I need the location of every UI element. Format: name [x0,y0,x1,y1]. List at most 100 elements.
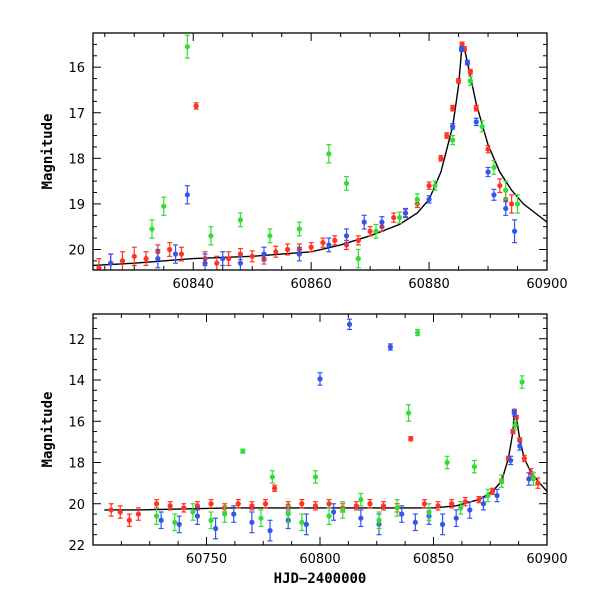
data-point [399,511,405,517]
data-point [415,329,421,336]
data-point [273,249,279,255]
series-2 [158,318,532,542]
data-point [237,217,244,223]
data-point [208,517,214,523]
data-point [108,507,114,513]
data-point [285,511,291,517]
data-point [449,501,455,507]
data-point [184,192,190,198]
data-point [149,226,155,232]
data-point [172,251,179,257]
data-point [480,501,487,507]
data-point [509,201,515,207]
data-point [332,237,338,243]
data-point [176,521,182,527]
data-point [194,513,201,519]
data-point [485,146,491,152]
data-point [181,505,187,511]
data-point [491,164,497,171]
data-point [535,480,541,486]
data-point [414,196,420,202]
data-point [153,501,160,507]
x-axis-title: HJD−2400000 [274,571,367,587]
data-point [296,251,302,257]
data-point [249,519,255,525]
model-curve [104,410,547,511]
data-point [326,501,332,507]
data-point [96,265,102,270]
data-point [467,78,473,84]
data-point [308,244,314,250]
y-tick-label: 18 [68,457,85,472]
data-point [202,260,208,266]
data-point [172,519,178,525]
data-point [299,519,305,525]
panel-1: 60840 60860 60880 60900 16 17 18 19 20 Magnitude [40,32,568,292]
data-point [408,436,414,442]
data-point [261,251,267,257]
data-point [272,485,278,491]
data-point [117,509,123,515]
data-point [439,521,446,527]
data-point [367,228,373,234]
data-point [222,511,228,517]
data-point [503,187,509,193]
x-tick-label: 60880 [408,277,449,292]
data-point [438,155,444,161]
y-tick-label: 17 [68,107,85,122]
data-point [458,46,465,52]
data-point [212,525,219,532]
data-point [249,253,255,259]
data-point [497,183,503,189]
data-point [489,488,496,494]
data-point [380,503,387,509]
data-point [258,515,264,521]
data-point [464,60,471,66]
data-point [530,476,536,482]
data-point [355,256,361,262]
panel-2: 60750 60800 60850 60900 12 14 16 18 20 22 Magnitud… [40,313,568,587]
data-point [296,226,302,232]
data-point [485,492,491,499]
series-2 [108,46,518,270]
y-axis-title: Magnitude [40,114,56,190]
data-point [479,123,485,130]
data-point [161,203,167,209]
data-point [237,251,244,257]
data-point [340,507,346,513]
data-point [208,501,214,507]
data-point [514,201,521,207]
data-point [249,503,255,509]
data-point [158,517,164,523]
data-point [355,237,361,243]
data-point [471,464,477,470]
data-point [476,497,482,503]
data-point [426,509,432,515]
data-point [267,233,273,239]
data-point [499,478,505,484]
plot-area [104,318,547,542]
data-point [455,78,462,84]
data-point [379,219,385,225]
data-point [394,505,400,511]
data-point [459,41,465,47]
x-tick-label: 60860 [290,277,331,292]
data-point [387,344,393,350]
data-point [326,151,332,157]
data-point [284,246,291,253]
data-point [405,410,412,416]
data-point [267,527,273,534]
data-point [326,513,332,519]
data-point [237,260,244,266]
data-point [444,132,450,139]
data-point [511,228,518,234]
data-point [194,503,201,509]
data-point [220,256,226,262]
data-point [503,205,509,212]
data-point [108,260,114,266]
data-point [143,256,149,262]
data-point [426,196,432,202]
data-point [402,210,409,216]
plot-frame [92,313,548,546]
